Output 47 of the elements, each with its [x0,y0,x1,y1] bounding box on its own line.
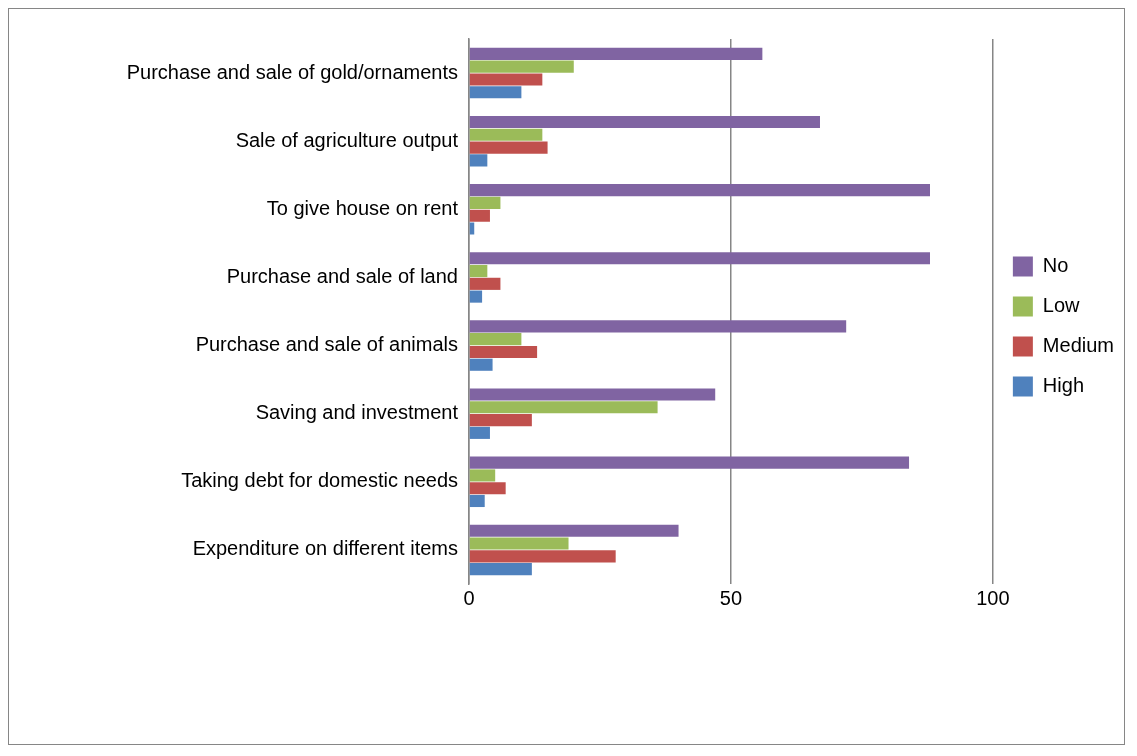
bar [469,537,569,550]
x-tick-label: 0 [463,586,475,609]
bar [469,345,538,359]
y-tick-label: Saving and investment [255,401,459,424]
y-tick-label: Taking debt for domestic needs [181,469,458,492]
bar [469,154,488,167]
bar [469,47,763,60]
bar [469,456,910,469]
x-tick-label: 50 [719,586,743,609]
y-tick-label: Sale of agriculture output [235,128,459,151]
bar [469,482,506,495]
bar [469,277,501,290]
x-tick-label: 100 [976,586,1010,609]
bar [469,73,543,86]
bar [469,128,543,141]
bar [469,209,490,222]
legend-label: Medium [1042,334,1115,357]
bar [469,264,488,278]
y-tick-label: Purchase and sale of animals [195,333,458,356]
bar [469,524,679,537]
legend-label: Low [1042,294,1081,317]
y-tick-label: Expenditure on different items [192,537,458,560]
bar [469,401,658,414]
bar [469,290,483,303]
bar [469,60,574,73]
y-tick-label: To give house on rent [266,196,459,219]
bar [469,320,847,333]
bar [469,252,930,265]
bar [469,184,930,197]
bar [469,222,475,235]
bar [469,563,532,576]
bar [469,426,490,439]
bar [469,358,493,371]
bar [469,141,548,154]
bar [469,550,616,563]
bar [469,494,485,508]
bar [469,115,820,129]
y-tick-label: Purchase and sale of gold/ornaments [126,60,458,83]
bar [469,414,532,427]
bar [469,86,522,99]
legend-label: No [1042,254,1069,277]
bar [469,196,501,209]
bar [469,388,716,401]
bar [469,333,522,346]
bar [469,469,496,482]
y-tick-label: Purchase and sale of land [226,264,458,287]
legend-label: High [1042,374,1085,397]
